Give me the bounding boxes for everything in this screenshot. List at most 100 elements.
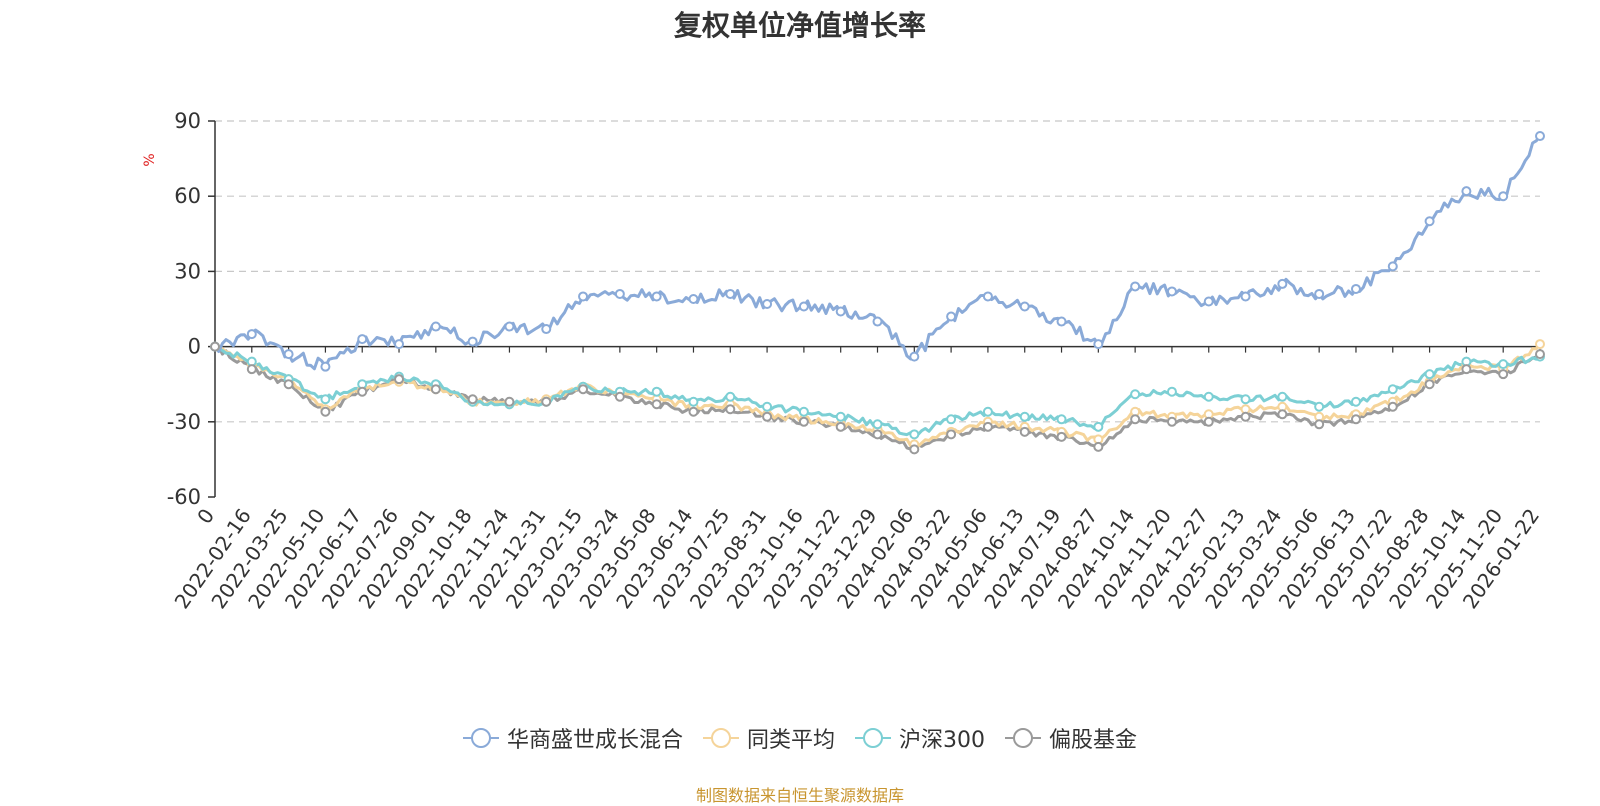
data-point [1130,414,1141,425]
data-point [1387,261,1398,272]
data-point [1350,283,1361,294]
data-point [394,374,405,385]
data-point [946,311,957,322]
data-point [430,321,441,332]
data-point [651,386,662,397]
legend-label: 华商盛世成长混合 [506,728,683,753]
legend-item[interactable]: 沪深300 [855,722,985,754]
legend-label: 偏股基金 [1049,728,1138,753]
legend-item[interactable]: 偏股基金 [1005,722,1137,754]
data-point [762,298,773,309]
series-lines [213,135,1542,451]
data-point [651,399,662,410]
data-point [688,293,699,304]
data-point [798,301,809,312]
data-point [394,339,405,350]
data-point [725,404,736,415]
data-point [467,394,478,405]
data-point [1093,441,1104,452]
data-point [578,384,589,395]
data-point [578,291,589,302]
data-point [946,429,957,440]
data-point [504,396,515,407]
data-point [1019,301,1030,312]
data-point [614,391,625,402]
series-line [213,135,1542,371]
y-tick-label: 60 [174,184,201,208]
data-point [614,288,625,299]
data-point [1240,291,1251,302]
legend-item[interactable]: 华商盛世成长混合 [462,722,683,754]
data-point [1314,401,1325,412]
data-point [1498,369,1509,380]
source-note: 制图数据来自恒生聚源数据库 [695,786,904,805]
data-point [1461,364,1472,375]
data-point [1498,359,1509,370]
data-point [320,406,331,417]
data-point [1203,416,1214,427]
data-point [541,324,552,335]
data-point [541,396,552,407]
data-point [909,429,920,440]
legend-label: 同类平均 [746,728,835,753]
data-point [246,364,257,375]
data-point [1166,286,1177,297]
data-point [1203,296,1214,307]
data-point [982,421,993,432]
data-point [1314,288,1325,299]
data-point [1387,401,1398,412]
data-point [835,306,846,317]
data-point [1240,394,1251,405]
y-tick-label: 0 [188,335,201,359]
y-tick-label: 90 [174,109,201,133]
legend-item[interactable]: 同类平均 [702,722,835,754]
data-point [1093,421,1104,432]
data-point [1498,191,1509,202]
data-point [1314,419,1325,430]
data-point [835,411,846,422]
data-point [1019,411,1030,422]
legend-line-circle-icon [855,728,891,748]
data-point [467,336,478,347]
data-point [872,316,883,327]
data-point [1203,391,1214,402]
data-point [1535,339,1545,350]
series-markers [210,131,1545,455]
data-point [1277,409,1288,420]
data-point [798,406,809,417]
data-point [946,414,957,425]
data-point [1056,414,1067,425]
data-point [1535,349,1545,360]
data-point [1093,339,1104,350]
data-point [1130,389,1141,400]
chart-area: -60-30030609002022-02-162022-03-252022-0… [142,109,1545,613]
data-point [1461,186,1472,197]
data-point [688,406,699,417]
legend: 华商盛世成长混合 同类平均 沪深300 偏股基金 [0,722,1600,754]
data-point [798,416,809,427]
data-point [283,349,294,360]
data-point [1350,414,1361,425]
data-point [725,288,736,299]
y-tick-label: 30 [174,259,201,283]
data-point [430,384,441,395]
data-point [1056,431,1067,442]
data-point [1424,216,1435,227]
data-point [210,341,220,352]
data-point [1277,391,1288,402]
data-point [283,379,294,390]
data-point [357,334,368,345]
data-point [504,321,515,332]
y-axis-label: % [142,153,158,166]
y-tick-label: -60 [167,485,201,509]
data-point [320,361,331,372]
data-point [909,351,920,362]
x-tick-label: 0 [192,504,219,528]
data-point [1056,316,1067,327]
legend-line-circle-icon [702,728,739,748]
legend-line-circle-icon [462,728,499,748]
data-point [909,444,920,455]
data-point [1277,278,1288,289]
data-point [246,329,257,340]
data-point [762,401,773,412]
